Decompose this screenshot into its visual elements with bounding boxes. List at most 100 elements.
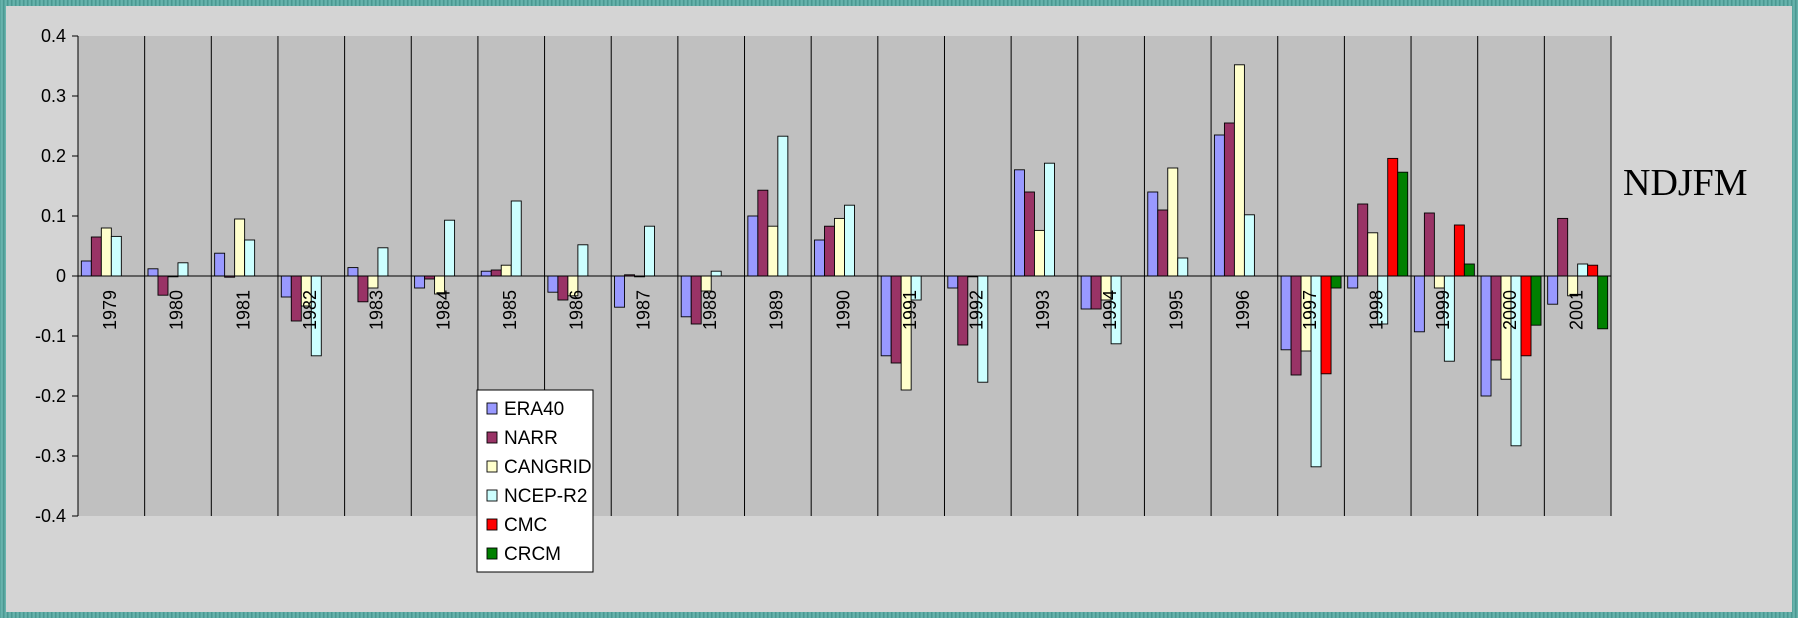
bar-ncep-r2-1985 xyxy=(510,200,522,277)
legend-label: CANGRID xyxy=(504,457,592,478)
bar-era40-1995 xyxy=(1147,191,1159,277)
bar-ncep-r2-1983 xyxy=(377,247,389,277)
x-tick-label: 1996 xyxy=(1233,290,1253,330)
bar-narr-1989 xyxy=(757,189,769,277)
bar-crcm-1998 xyxy=(1397,171,1409,277)
bar-ncep-r2-1979 xyxy=(110,235,122,277)
x-tick-label: 1994 xyxy=(1100,290,1120,330)
bar-cangrid-1996 xyxy=(1233,64,1245,277)
bar-narr-1996 xyxy=(1223,122,1235,277)
bar-narr-1990 xyxy=(824,225,835,277)
bar-era40-1989 xyxy=(747,215,759,277)
bar-era40-2001 xyxy=(1547,275,1559,305)
x-tick-label: 1997 xyxy=(1300,290,1320,330)
bar-era40-1990 xyxy=(814,239,825,277)
y-tick-label: -0.1 xyxy=(35,326,66,346)
bar-cangrid-1985 xyxy=(500,264,512,277)
x-tick-label: 1984 xyxy=(433,290,453,330)
bar-narr-1993 xyxy=(1024,191,1035,277)
x-tick-label: 1990 xyxy=(833,290,853,330)
bar-era40-1993 xyxy=(1014,169,1025,277)
y-tick-label: 0.3 xyxy=(41,86,66,106)
legend-label: NCEP-R2 xyxy=(504,486,587,507)
bar-chart: 0.4 0.3 0.2 0.1 0 -0.1 -0.2 -0.3 -0.4 1979 1980 198… xyxy=(35,26,1612,573)
legend-label: NARR xyxy=(504,428,558,449)
y-tick-label: 0.4 xyxy=(41,26,66,46)
y-tick-label: -0.2 xyxy=(35,386,66,406)
legend-label: CMC xyxy=(504,515,547,536)
bar-cmc-2001 xyxy=(1587,264,1599,277)
x-tick-label: 1980 xyxy=(167,290,187,330)
legend-label: ERA40 xyxy=(504,399,564,420)
legend-label: CRCM xyxy=(504,544,561,565)
legend-swatch-era40 xyxy=(486,402,498,415)
x-tick-label: 1983 xyxy=(367,290,387,330)
legend-swatch-cangrid xyxy=(486,460,498,473)
bar-era40-1983 xyxy=(347,267,359,277)
bar-cangrid-1989 xyxy=(767,225,779,277)
bar-cangrid-1981 xyxy=(234,218,246,277)
bar-era40-2000 xyxy=(1480,275,1492,397)
chart-frame: 0.4 0.3 0.2 0.1 0 -0.1 -0.2 -0.3 -0.4 1979 1980 198… xyxy=(6,6,1792,612)
bar-crcm-2000 xyxy=(1530,275,1542,326)
bar-cmc-2000 xyxy=(1520,275,1532,357)
legend-swatch-ncep-r2 xyxy=(486,489,498,502)
y-tick-label: 0 xyxy=(56,266,66,286)
bar-era40-1980 xyxy=(147,268,159,277)
x-tick-label: 1991 xyxy=(900,290,920,330)
bar-cangrid-1993 xyxy=(1034,229,1045,277)
bar-narr-1998 xyxy=(1357,203,1369,277)
bar-cangrid-1998 xyxy=(1367,232,1379,277)
bar-crcm-1999 xyxy=(1463,263,1475,277)
bar-ncep-r2-1995 xyxy=(1177,257,1189,277)
bar-narr-1999 xyxy=(1423,212,1435,277)
bar-cangrid-1990 xyxy=(834,217,845,277)
x-tick-label: 1979 xyxy=(100,290,120,330)
bar-crcm-1997 xyxy=(1330,275,1342,289)
bar-era40-1987 xyxy=(614,275,625,308)
bar-crcm-2001 xyxy=(1597,275,1609,330)
legend-swatch-crcm xyxy=(486,547,498,560)
bar-era40-1997 xyxy=(1280,275,1292,351)
bar-era40-1979 xyxy=(80,260,92,277)
bar-ncep-r2-1980 xyxy=(177,262,189,277)
bar-ncep-r2-1984 xyxy=(444,219,456,277)
x-tick-label: 2001 xyxy=(1566,290,1586,330)
x-tick-label: 1993 xyxy=(1033,290,1053,330)
y-tick-label: 0.1 xyxy=(41,206,66,226)
x-tick-label: 1998 xyxy=(1366,290,1386,330)
y-tick-label: 0.2 xyxy=(41,146,66,166)
bar-ncep-r2-1981 xyxy=(244,239,256,277)
bar-cangrid-1988 xyxy=(700,275,712,292)
bar-era40-1982 xyxy=(280,275,292,298)
x-tick-label: 1988 xyxy=(700,290,720,330)
legend-swatch-cmc xyxy=(486,518,498,531)
bar-cangrid-1995 xyxy=(1167,167,1179,277)
x-tick-label: 2000 xyxy=(1500,290,1520,330)
y-tick-label: -0.3 xyxy=(35,446,66,466)
bar-era40-1984 xyxy=(414,275,426,289)
x-tick-label: 1999 xyxy=(1433,290,1453,330)
bar-narr-1985 xyxy=(490,269,502,277)
x-tick-label: 1981 xyxy=(233,290,253,330)
bar-cangrid-1999 xyxy=(1433,275,1445,289)
bar-era40-1981 xyxy=(214,252,226,277)
bar-narr-2001 xyxy=(1557,217,1569,277)
bar-cangrid-1979 xyxy=(100,227,112,277)
legend xyxy=(476,389,594,573)
bar-ncep-r2-1986 xyxy=(577,244,589,277)
bar-era40-1996 xyxy=(1213,134,1225,277)
bar-narr-1995 xyxy=(1157,209,1169,277)
bar-ncep-r2-2001 xyxy=(1577,263,1589,277)
bar-narr-1979 xyxy=(90,236,102,277)
bar-era40-1994 xyxy=(1080,275,1092,310)
bar-ncep-r2-1989 xyxy=(777,135,789,277)
bar-era40-1985 xyxy=(480,270,492,277)
bar-era40-1988 xyxy=(680,275,692,318)
bar-era40-1986 xyxy=(547,275,559,293)
bar-ncep-r2-1990 xyxy=(844,204,855,277)
bar-cmc-1998 xyxy=(1387,157,1399,277)
bar-era40-1998 xyxy=(1347,275,1359,289)
legend-swatch-narr xyxy=(486,431,498,444)
x-tick-label: 1989 xyxy=(767,290,787,330)
